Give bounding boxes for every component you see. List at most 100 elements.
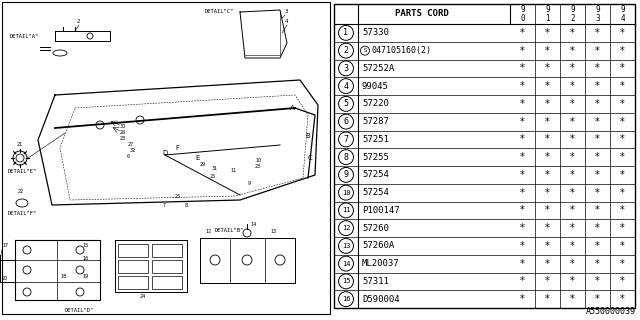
Text: *: *	[620, 241, 625, 251]
Text: *: *	[520, 223, 525, 233]
Text: 17: 17	[2, 243, 8, 248]
Text: *: *	[620, 81, 625, 91]
Text: *: *	[520, 276, 525, 286]
Text: *: *	[520, 170, 525, 180]
Text: 10: 10	[342, 190, 350, 196]
Text: F: F	[175, 145, 179, 151]
Text: *: *	[595, 99, 600, 109]
Bar	[118, 244, 148, 257]
Text: 25: 25	[210, 174, 216, 179]
Text: *: *	[545, 276, 550, 286]
Text: *: *	[545, 116, 550, 127]
Text: 6: 6	[127, 154, 130, 159]
Text: D: D	[162, 150, 167, 156]
Text: *: *	[595, 81, 600, 91]
Text: *: *	[570, 28, 575, 38]
Text: *: *	[620, 152, 625, 162]
Text: DETAIL"F": DETAIL"F"	[8, 211, 37, 216]
Text: *: *	[595, 205, 600, 215]
Text: 57254: 57254	[362, 170, 389, 180]
Text: 57255: 57255	[362, 153, 389, 162]
Text: 1: 1	[344, 28, 349, 37]
Text: 2: 2	[570, 14, 575, 23]
Text: *: *	[545, 28, 550, 38]
Text: E: E	[195, 155, 200, 161]
Bar	[152, 276, 182, 289]
Text: *: *	[570, 116, 575, 127]
Text: *: *	[570, 223, 575, 233]
Text: 9: 9	[520, 5, 525, 14]
Text: 20: 20	[2, 276, 8, 281]
Text: 12: 12	[342, 225, 350, 231]
Text: *: *	[570, 46, 575, 56]
Text: 31: 31	[212, 166, 218, 171]
Text: S: S	[364, 48, 367, 53]
Text: 21: 21	[17, 142, 23, 147]
Text: *: *	[570, 134, 575, 144]
Text: 16: 16	[342, 296, 350, 302]
Bar	[152, 244, 182, 257]
Text: P100147: P100147	[362, 206, 399, 215]
Text: *: *	[595, 188, 600, 198]
Text: 0: 0	[520, 14, 525, 23]
Text: 18: 18	[60, 274, 67, 279]
Text: *: *	[595, 259, 600, 268]
Text: *: *	[545, 205, 550, 215]
Text: 19: 19	[82, 274, 88, 279]
Text: *: *	[545, 46, 550, 56]
Text: 57287: 57287	[362, 117, 389, 126]
Text: *: *	[570, 188, 575, 198]
Text: 16: 16	[82, 256, 88, 261]
Text: *: *	[570, 152, 575, 162]
Text: 9: 9	[595, 5, 600, 14]
Text: 2: 2	[344, 46, 349, 55]
Text: 57252A: 57252A	[362, 64, 394, 73]
Text: *: *	[595, 116, 600, 127]
Text: *: *	[595, 28, 600, 38]
Text: *: *	[595, 152, 600, 162]
Text: *: *	[520, 241, 525, 251]
Text: 57260A: 57260A	[362, 241, 394, 250]
Text: *: *	[620, 46, 625, 56]
Text: 11: 11	[342, 207, 350, 213]
Text: 14: 14	[342, 260, 350, 267]
Text: 8: 8	[185, 203, 188, 208]
Text: 13: 13	[342, 243, 350, 249]
Text: *: *	[620, 276, 625, 286]
Text: DETAIL"D": DETAIL"D"	[65, 308, 94, 313]
Text: 32: 32	[130, 148, 136, 153]
Text: 23: 23	[255, 164, 261, 169]
Text: DETAIL"B": DETAIL"B"	[215, 228, 244, 233]
Text: DETAIL"E": DETAIL"E"	[8, 169, 37, 174]
Text: *: *	[520, 259, 525, 268]
Text: 3: 3	[285, 9, 289, 14]
Text: DETAIL"A": DETAIL"A"	[10, 34, 39, 39]
Text: 2: 2	[77, 19, 81, 24]
Text: 30: 30	[120, 124, 126, 129]
Text: ML20037: ML20037	[362, 259, 399, 268]
Text: 3: 3	[344, 64, 349, 73]
Text: *: *	[545, 134, 550, 144]
Text: 9: 9	[545, 5, 550, 14]
Text: 12: 12	[205, 229, 211, 234]
Text: *: *	[545, 63, 550, 73]
Text: *: *	[545, 188, 550, 198]
Text: 57254: 57254	[362, 188, 389, 197]
Text: *: *	[595, 241, 600, 251]
Text: *: *	[620, 205, 625, 215]
Text: *: *	[520, 188, 525, 198]
Text: 9: 9	[248, 181, 251, 186]
Bar	[118, 276, 148, 289]
Bar	[334, 4, 635, 308]
Text: 10: 10	[255, 158, 261, 163]
Text: *: *	[570, 63, 575, 73]
Text: *: *	[570, 81, 575, 91]
Text: 047105160(2): 047105160(2)	[372, 46, 432, 55]
Text: *: *	[620, 63, 625, 73]
Bar	[118, 260, 148, 273]
Text: 3: 3	[595, 14, 600, 23]
Text: *: *	[520, 28, 525, 38]
Text: *: *	[620, 188, 625, 198]
Text: DETAIL"C": DETAIL"C"	[205, 9, 234, 14]
Text: *: *	[520, 116, 525, 127]
